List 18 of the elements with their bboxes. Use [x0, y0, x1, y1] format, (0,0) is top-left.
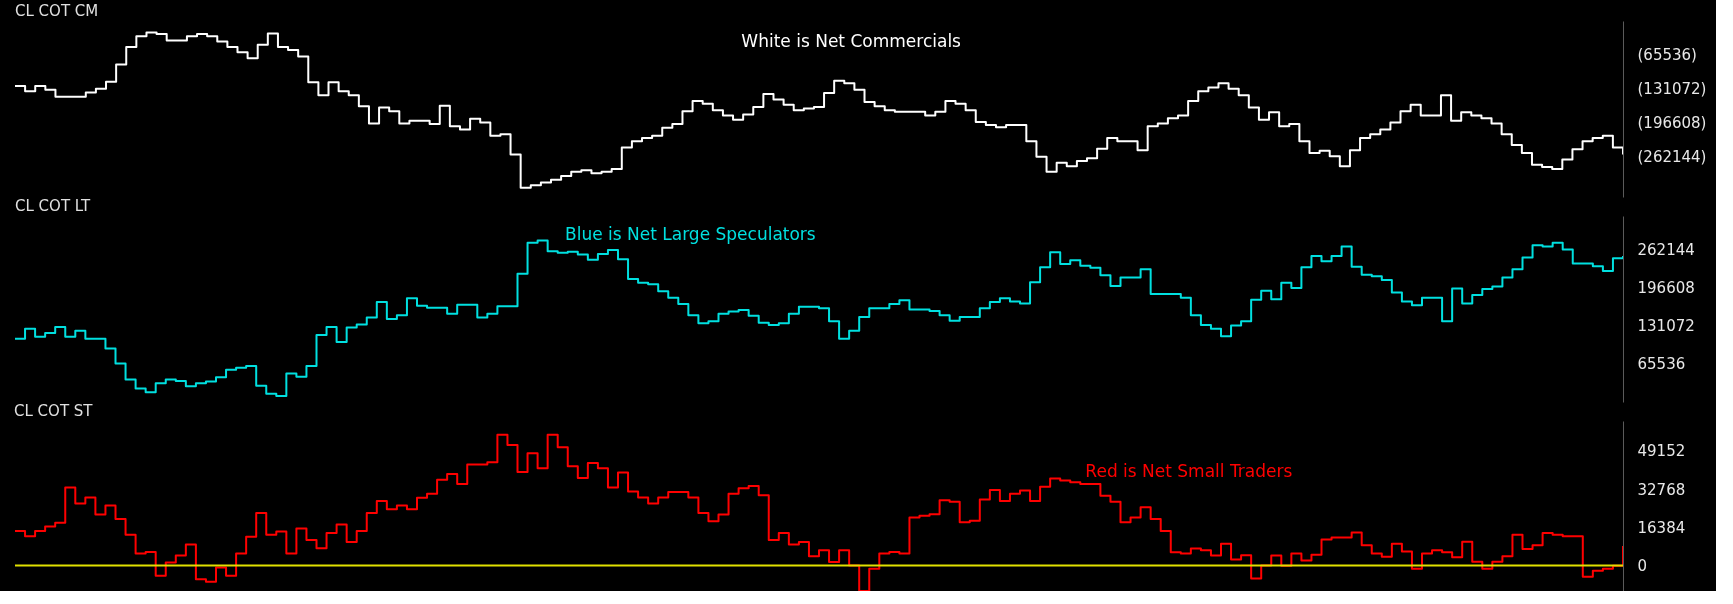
- annotation: Red is Net Small Traders: [1085, 461, 1293, 481]
- y-tick-label: 131072: [1637, 317, 1695, 336]
- annotation: White is Net Commercials: [741, 31, 962, 52]
- y-tick-label: 49152: [1637, 442, 1686, 461]
- chart-title: CL COT LT: [15, 197, 92, 215]
- y-tick-label: 16384: [1637, 518, 1686, 537]
- y-tick-label: 32768: [1637, 480, 1686, 499]
- annotation: Blue is Net Large Speculators: [565, 223, 816, 244]
- y-tick-label: (65536): [1637, 46, 1697, 65]
- y-tick-label: (196608): [1637, 114, 1707, 133]
- chart-title: CL COT ST: [14, 402, 94, 420]
- y-tick-label: 65536: [1637, 355, 1686, 374]
- y-tick-label: (131072): [1637, 80, 1707, 99]
- y-tick-label: 0: [1637, 556, 1648, 575]
- y-tick-label: 262144: [1637, 241, 1695, 260]
- y-tick-label: (262144): [1637, 148, 1707, 167]
- y-tick-label: 196608: [1637, 279, 1695, 298]
- chart-title: CL COT CM: [15, 2, 99, 20]
